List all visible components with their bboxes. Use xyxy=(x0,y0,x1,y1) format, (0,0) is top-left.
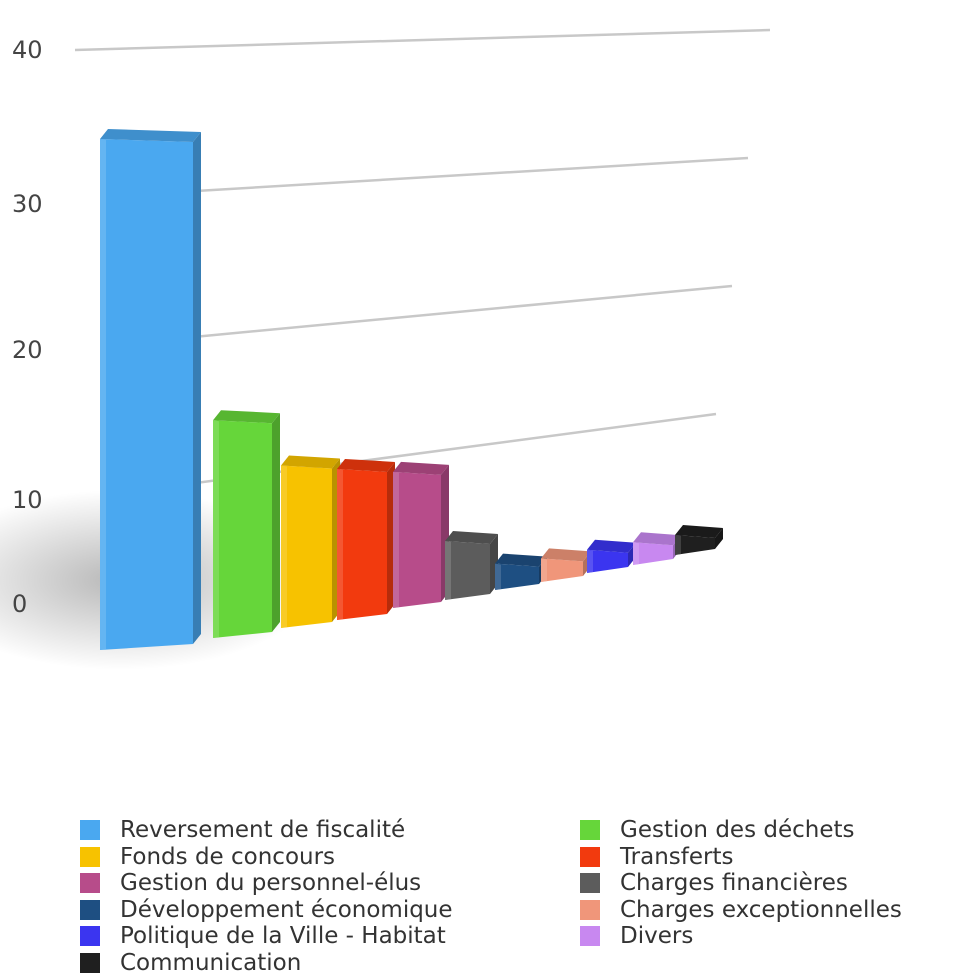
legend-item: Gestion des déchets xyxy=(580,817,855,843)
bar-8 xyxy=(541,548,591,582)
bar-9 xyxy=(587,539,636,573)
legend-item: Politique de la Ville - Habitat xyxy=(80,923,446,949)
legend-swatch xyxy=(580,820,600,840)
legend-item: Transferts xyxy=(580,844,733,870)
legend-label: Divers xyxy=(620,923,694,949)
gridline-20 xyxy=(199,284,733,338)
y-tick-label: 10 xyxy=(12,486,43,514)
bar-chart: 0 10 20 30 40 xyxy=(0,28,771,670)
y-axis-ticks: 0 10 20 30 40 xyxy=(12,36,43,618)
bar-10 xyxy=(633,532,681,565)
legend-swatch xyxy=(80,899,100,920)
bars xyxy=(100,129,723,650)
gridline-40 xyxy=(74,28,771,52)
bar-7 xyxy=(495,553,547,590)
y-tick-label: 0 xyxy=(12,590,27,618)
legend-swatch xyxy=(80,873,100,893)
legend-swatch xyxy=(80,846,100,867)
legend-swatch xyxy=(580,899,600,920)
legend-label: Communication xyxy=(120,949,302,976)
legend-label: Charges exceptionnelles xyxy=(620,896,902,923)
legend-swatch xyxy=(80,820,100,840)
legend-item: Développement économique xyxy=(80,897,453,923)
legend-item: Gestion du personnel-élus xyxy=(80,870,421,896)
bar-5 xyxy=(393,461,449,608)
bar-2 xyxy=(213,410,280,638)
y-tick-label: 20 xyxy=(12,336,43,364)
legend-item: Reversement de fiscalité xyxy=(80,817,405,843)
legend-item: Divers xyxy=(580,923,693,949)
legend-label: Charges financières xyxy=(620,870,848,896)
legend-item: Communication xyxy=(80,950,301,976)
legend-swatch xyxy=(580,926,600,946)
gridline-30 xyxy=(174,156,749,194)
legend-swatch xyxy=(80,926,100,946)
legend-swatch xyxy=(580,846,600,867)
legend-item: Charges exceptionnelles xyxy=(580,897,902,923)
legend-label: Fonds de concours xyxy=(120,843,336,870)
legend-label: Gestion du personnel-élus xyxy=(120,870,422,896)
legend-label: Reversement de fiscalité xyxy=(120,817,406,843)
y-tick-label: 40 xyxy=(12,36,43,64)
legend-item: Charges financières xyxy=(580,870,848,896)
legend-label: Transferts xyxy=(620,843,734,870)
bar-4 xyxy=(337,458,395,620)
bar-1 xyxy=(100,129,201,650)
y-tick-label: 30 xyxy=(12,190,43,218)
legend-label: Gestion des déchets xyxy=(620,817,855,843)
bar-3 xyxy=(281,455,340,628)
legend-swatch xyxy=(80,952,100,973)
legend-item: Fonds de concours xyxy=(80,844,335,870)
legend-swatch xyxy=(580,873,600,893)
legend-label: Développement économique xyxy=(120,896,453,923)
legend-label: Politique de la Ville - Habitat xyxy=(120,923,446,949)
bar-6 xyxy=(445,530,498,600)
bar-11 xyxy=(675,525,723,555)
